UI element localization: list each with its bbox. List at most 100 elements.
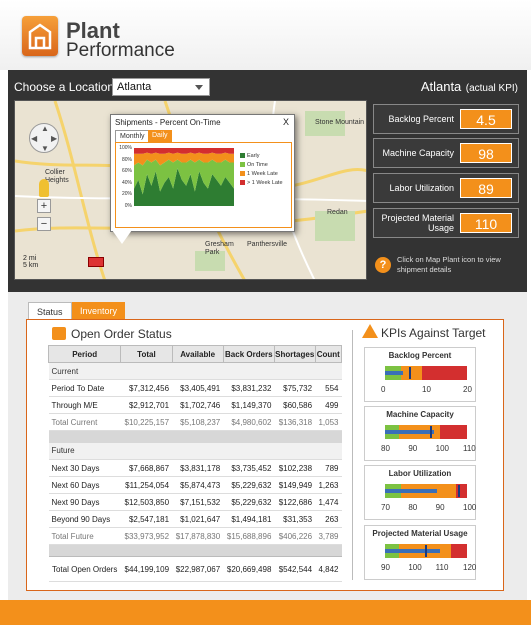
bullet-range-band [456, 484, 467, 498]
column-header[interactable]: Count [314, 345, 343, 363]
table-cell: $7,151,532 [172, 493, 224, 511]
map-label-gresham-park: Gresham Park [205, 241, 234, 256]
pan-up-icon[interactable]: ▲ [41, 124, 49, 133]
table-cell: $542,544 [274, 556, 316, 582]
bullet-axis: 70 80 90 100 [381, 503, 477, 513]
bullet-chart [385, 366, 467, 380]
x-tick-mark [171, 216, 172, 217]
kpi-tag: (actual KPI) [465, 83, 518, 94]
x-tick-mark [184, 216, 185, 217]
bullet-axis: 0 10 20 [381, 385, 473, 395]
kpi-header: Atlanta (actual KPI) [372, 78, 518, 96]
legend-label: Early [247, 153, 260, 159]
popup-pointer [112, 230, 132, 244]
pan-left-icon[interactable]: ◀ [31, 134, 38, 143]
tick-label: 110 [435, 563, 449, 572]
tab-inventory[interactable]: Inventory [72, 302, 126, 320]
table-row: Next 90 Days $12,503,850 $7,151,532 $5,229,… [48, 493, 342, 511]
kpi-target-title: KPIs Against Target [381, 326, 486, 340]
tick-label: 100 [463, 503, 477, 512]
kpi-target-title: Labor Utilization [388, 469, 452, 478]
kpi-box: Projected Material Usage 110 [373, 208, 519, 238]
tick-label: 10 [422, 385, 431, 394]
plant-location-icon[interactable] [88, 257, 104, 267]
table-cell: $1,702,746 [172, 396, 224, 414]
street-view-pegman-icon[interactable] [39, 179, 49, 197]
bullet-actual-bar [385, 430, 435, 434]
popup-title: Shipments - Percent On-Time [115, 118, 221, 127]
table-cell: $1,494,181 [223, 510, 275, 528]
kpi-label: Projected Material Usage [381, 213, 454, 233]
area-series-1 [134, 159, 234, 195]
table-cell: 263 [315, 510, 342, 528]
chevron-down-icon [195, 85, 203, 90]
table-cell: $1,021,647 [172, 510, 224, 528]
table-cell: 4,842 [315, 556, 342, 582]
map-pan-control[interactable]: ▲ ▼ ◀ ▶ [29, 123, 59, 153]
kpi-label: Labor Utilization [389, 183, 454, 193]
area-series-0 [134, 168, 234, 206]
brand-subtitle: Performance [66, 40, 175, 61]
kpi-box: Labor Utilization 89 [373, 173, 519, 203]
table-cell: $31,353 [274, 510, 316, 528]
column-header[interactable]: Back Orders [222, 345, 275, 363]
table-cell: $1,149,370 [223, 396, 275, 414]
tick-label: 80 [408, 503, 418, 512]
plant-logo-icon [22, 16, 58, 56]
row-label: Through M/E [48, 396, 121, 414]
table-row: Beyond 90 Days $2,547,181 $1,021,647 $1,494… [48, 510, 342, 528]
column-header[interactable]: Shortages [273, 345, 316, 363]
column-header[interactable]: Total [120, 345, 173, 363]
legend-item: On Time [240, 162, 268, 168]
y-tick-label: 20% [121, 191, 132, 198]
tab-monthly[interactable]: Monthly [115, 130, 150, 142]
tick-label: 90 [408, 444, 418, 453]
footer-bar [0, 600, 531, 625]
area-series-3 [134, 148, 234, 154]
table-cell: $12,503,850 [120, 493, 173, 511]
table-cell: $3,831,232 [223, 379, 275, 397]
legend-swatch [240, 180, 245, 186]
table-cell: 554 [315, 379, 342, 397]
column-header[interactable]: Available [171, 345, 224, 363]
pan-down-icon[interactable]: ▼ [41, 144, 49, 153]
zoom-in-button[interactable]: + [37, 199, 51, 213]
legend-label: > 1 Week Late [247, 180, 283, 186]
tick-label: 90 [381, 563, 390, 572]
tick-label: 100 [435, 444, 450, 453]
legend-item: Early [240, 153, 260, 159]
location-select-value: Atlanta [117, 81, 152, 93]
kpi-value: 98 [460, 143, 512, 163]
x-tick-mark [132, 216, 133, 217]
table-row: Period To Date $7,312,456 $3,405,491 $3,831… [48, 379, 342, 397]
table-cell: $4,980,602 [223, 413, 275, 431]
kpi-target-title: Backlog Percent [388, 351, 452, 360]
kpi-label: Backlog Percent [388, 114, 454, 124]
panel-divider [352, 330, 353, 580]
table-cell: 789 [315, 459, 342, 477]
row-label: Total Future [48, 527, 121, 545]
table-header-row: Period Total Available Back Orders Short… [47, 345, 343, 363]
tab-status[interactable]: Status [28, 302, 72, 320]
section-label: Current [48, 362, 342, 380]
pan-right-icon[interactable]: ▶ [51, 134, 58, 143]
column-header[interactable]: Period [47, 345, 122, 363]
zoom-out-button[interactable]: − [37, 217, 51, 231]
table-cell: $44,199,109 [120, 556, 173, 582]
legend-swatch [240, 171, 245, 177]
close-icon[interactable]: X [282, 117, 289, 127]
kpi-box: Machine Capacity 98 [373, 138, 519, 168]
kpi-value: 110 [460, 213, 512, 233]
legend-label: On Time [247, 162, 268, 168]
kpi-target-title: Machine Capacity [386, 410, 454, 419]
table-spacer [48, 544, 342, 557]
tab-daily[interactable]: Daily [148, 130, 172, 142]
app-header: Plant Performance [0, 0, 531, 70]
table-cell: $5,229,632 [223, 476, 275, 494]
table-cell: $15,688,896 [223, 527, 275, 545]
shipments-popup: Shipments - Percent On-Time X Monthly Da… [110, 114, 295, 232]
tick-label: 110 [463, 444, 476, 453]
x-tick-mark [223, 216, 224, 217]
row-label: Total Open Orders [48, 556, 121, 582]
location-select[interactable]: Atlanta [112, 78, 210, 96]
